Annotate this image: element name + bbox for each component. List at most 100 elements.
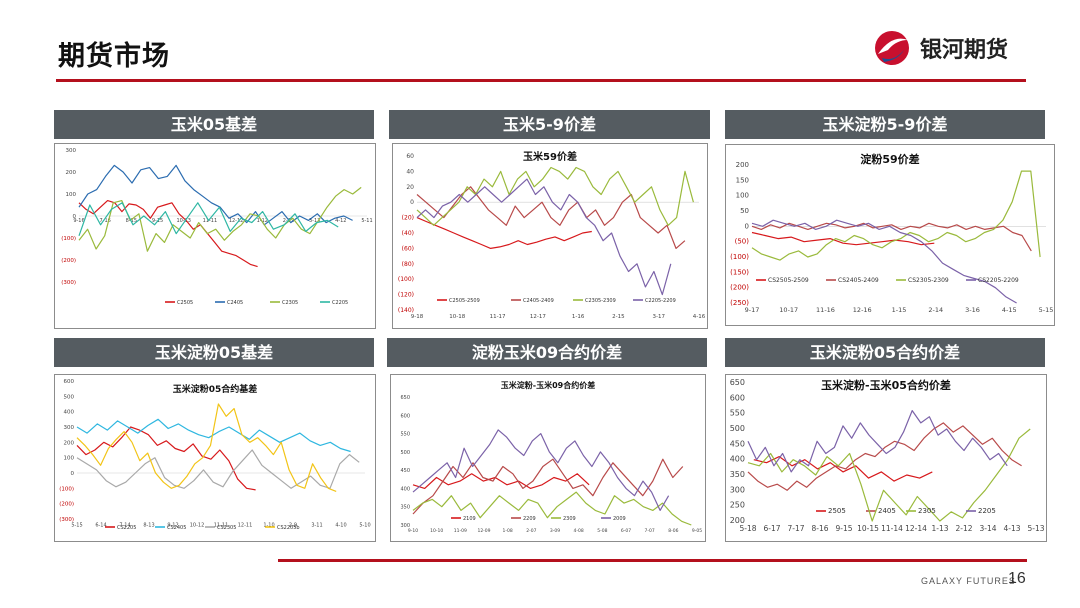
brand-logo: [875, 31, 909, 65]
chart-title: 淀粉59价差: [860, 152, 919, 166]
series-line-3: [747, 409, 1008, 473]
footer-divider: [278, 559, 1027, 562]
y-tick-label: (140): [398, 307, 414, 314]
x-tick-label: 4-16: [693, 314, 706, 320]
y-tick-label: 200: [736, 161, 749, 169]
legend-label: 2009: [613, 516, 626, 522]
brand-name: 银河期货: [920, 38, 1009, 63]
x-tick-label: 12-12: [229, 218, 244, 224]
x-tick-label: 10-12: [190, 523, 205, 529]
x-tick-label: 10-18: [449, 314, 465, 320]
x-tick-label: 9-12: [167, 523, 178, 529]
legend-label: C2505: [177, 300, 193, 306]
y-tick-label: 0: [73, 214, 77, 220]
y-tick-label: (100): [398, 276, 414, 283]
x-tick-label: 2-07: [526, 528, 536, 534]
series-line-0: [753, 455, 933, 482]
legend-label: 2405: [878, 507, 896, 515]
legend-label: C2305-2309: [585, 298, 616, 304]
series-line-0: [751, 231, 935, 246]
y-tick-label: (40): [402, 230, 414, 237]
x-tick-label: 12-09: [477, 528, 490, 534]
x-tick-label: 10-10: [430, 528, 443, 534]
y-tick-label: 200: [730, 516, 745, 525]
x-tick-label: 10-15: [857, 524, 879, 533]
y-tick-label: (200): [59, 502, 74, 508]
legend-label: CS2305-2309: [908, 277, 949, 284]
legend-label: 2309: [563, 516, 576, 522]
series-line-2: [76, 449, 360, 489]
y-tick-label: 100: [66, 192, 77, 198]
series-line-3: [78, 202, 339, 236]
x-tick-label: 2-12: [955, 524, 972, 533]
x-tick-label: 6-07: [621, 528, 631, 534]
y-tick-label: (300): [61, 280, 76, 286]
legend-label: C2205: [332, 300, 348, 306]
y-tick-label: 100: [736, 192, 749, 200]
x-tick-label: 11-16: [816, 306, 835, 314]
legend-label: CS2505-2509: [768, 277, 809, 284]
x-tick-label: 3-13: [309, 218, 320, 224]
x-tick-label: 8-13: [143, 523, 154, 529]
y-tick-label: 450: [400, 468, 410, 474]
y-tick-label: 300: [730, 485, 745, 494]
y-tick-label: 600: [64, 379, 75, 385]
panel-header-corn-05-basis: 玉米05基差: [54, 110, 374, 139]
y-tick-label: 0: [410, 199, 414, 206]
legend-label: C2305: [282, 300, 298, 306]
y-tick-label: 550: [730, 409, 745, 418]
series-line-1: [416, 186, 686, 250]
x-tick-label: 6-17: [763, 524, 780, 533]
series-line-3: [416, 178, 672, 296]
legend-label: CS2205-2209: [978, 277, 1019, 284]
x-tick-label: 11-11: [214, 523, 229, 529]
legend-label: C2405: [227, 300, 243, 306]
x-tick-label: 5-18: [739, 524, 756, 533]
y-tick-label: 50: [740, 207, 749, 215]
y-tick-label: (150): [730, 268, 749, 276]
x-tick-label: 3-11: [311, 523, 322, 529]
y-tick-label: (60): [402, 245, 414, 252]
y-tick-label: 400: [400, 486, 410, 492]
x-tick-label: 3-16: [965, 306, 980, 314]
chart-title: 玉米淀粉-玉米09合约价差: [501, 380, 595, 390]
y-tick-label: (100): [61, 236, 76, 242]
series-line-0: [78, 199, 258, 268]
y-tick-label: 600: [730, 393, 745, 402]
x-tick-label: 7-07: [645, 528, 655, 534]
x-tick-label: 12-17: [530, 314, 546, 320]
x-tick-label: 11-11: [203, 218, 218, 224]
chart-starch-corn-09-spread: 玉米淀粉-玉米09合约价差 650 600 550 500 450 400 350 300 9-1…: [390, 374, 706, 542]
chart-title: 玉米淀粉-玉米05合约价差: [821, 378, 951, 392]
x-tick-label: 4-15: [1002, 306, 1017, 314]
x-tick-label: 9-15: [835, 524, 852, 533]
y-tick-label: 550: [400, 432, 410, 438]
y-tick-label: 60: [406, 153, 414, 160]
x-tick-label: 1-16: [572, 314, 585, 320]
x-tick-label: 12-16: [853, 306, 872, 314]
legend-label: C2405-2409: [523, 298, 554, 304]
series-line-1: [747, 422, 1022, 491]
x-tick-label: 12-14: [905, 524, 927, 533]
x-tick-label: 9-05: [692, 528, 702, 534]
x-tick-label: 2-9: [289, 523, 297, 529]
legend-label: 2305: [918, 507, 936, 515]
y-tick-label: 0: [745, 222, 749, 230]
series-line-3: [76, 403, 337, 492]
x-tick-label: 4-12: [335, 218, 346, 224]
x-tick-label: 8-16: [811, 524, 828, 533]
y-tick-label: 650: [400, 395, 410, 401]
x-tick-label: 10-17: [779, 306, 798, 314]
series-line-0: [76, 426, 256, 491]
series-line-2: [751, 170, 1041, 261]
y-tick-label: 350: [400, 505, 410, 511]
legend-label: C2505-2509: [449, 298, 480, 304]
y-tick-label: (250): [730, 299, 749, 307]
series-line-2: [416, 166, 694, 226]
x-tick-label: 7-17: [787, 524, 804, 533]
x-tick-label: 7-16: [100, 218, 111, 224]
legend-label: CS2205b: [277, 525, 300, 531]
x-tick-label: 5-08: [597, 528, 607, 534]
chart-starch-05-basis: 玉米淀粉05合约基差 600 500 400 300 200 100 0 (100) (200) (…: [54, 374, 376, 542]
x-tick-label: 3-09: [550, 528, 560, 534]
